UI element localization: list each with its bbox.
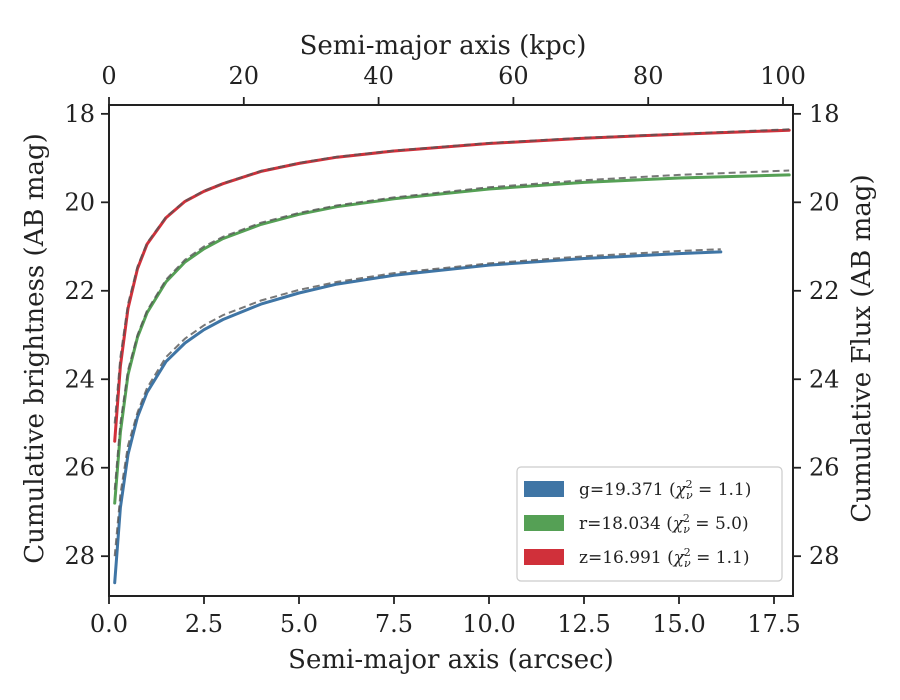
right-y-tick-label: 20: [809, 188, 840, 216]
legend-label: r=18.034 (χν2 = 5.0): [579, 512, 749, 536]
right-y-tick-label: 22: [809, 277, 840, 305]
y-axis-title: Cumulative brightness (AB mag): [20, 133, 50, 564]
top-x-tick-label: 0: [101, 62, 116, 90]
x-tick-label: 0.0: [90, 610, 128, 638]
y-tick-label: 22: [64, 277, 95, 305]
x-tick-label: 15.0: [652, 610, 705, 638]
legend-label: g=19.371 (χν2 = 1.1): [579, 478, 751, 502]
right-y-axis: 18 20 22 24 26 28: [793, 100, 840, 570]
right-y-axis-title: Cumulative Flux (AB mag): [847, 174, 877, 522]
series-model-line-1: [113, 169, 790, 490]
plot-frame: [108, 104, 794, 597]
x-tick-label: 10.0: [462, 610, 515, 638]
legend-swatch: [524, 481, 564, 497]
left-y-axis: 18 20 22 24 26 28: [64, 100, 109, 570]
x-tick-label: 2.5: [185, 610, 223, 638]
x-tick-label: 5.0: [280, 610, 318, 638]
legend: g=19.371 (χν2 = 1.1) r=18.034 (χν2 = 5.0)…: [516, 466, 783, 582]
right-y-tick-label: 24: [809, 365, 840, 393]
x-tick-label: 7.5: [375, 610, 413, 638]
y-tick-label: 18: [64, 100, 95, 128]
right-y-tick-label: 18: [809, 100, 840, 128]
series-line-2: [113, 250, 723, 585]
top-x-tick-label: 80: [633, 62, 664, 90]
y-tick-label: 26: [64, 454, 95, 482]
top-x-tick-label: 40: [363, 62, 394, 90]
right-y-tick-label: 26: [809, 454, 840, 482]
series-model-line-2: [113, 248, 721, 557]
top-x-tick-label: 100: [760, 62, 806, 90]
series-model-line-0: [113, 128, 790, 424]
top-x-axis: 0 20 40 60 80 100: [101, 62, 806, 105]
series-line-1: [113, 173, 791, 505]
series-layer: [113, 128, 791, 585]
x-axis-title: Semi-major axis (arcsec): [288, 645, 614, 675]
legend-box: [516, 466, 783, 582]
bottom-x-axis: 0.0 2.5 5.0 7.5 10.0 12.5 15.0 17.5: [90, 596, 801, 638]
legend-label: z=16.991 (χν2 = 1.1): [579, 546, 749, 570]
y-tick-label: 20: [64, 188, 95, 216]
legend-swatch: [524, 549, 564, 565]
top-x-tick-label: 20: [229, 62, 260, 90]
legend-swatch: [524, 515, 564, 531]
x-tick-label: 12.5: [557, 610, 610, 638]
top-x-tick-label: 60: [498, 62, 529, 90]
x-tick-label: 17.5: [747, 610, 800, 638]
top-x-axis-title: Semi-major axis (kpc): [300, 31, 587, 61]
y-tick-label: 24: [64, 365, 95, 393]
right-y-tick-label: 28: [809, 542, 840, 570]
y-tick-label: 28: [64, 542, 95, 570]
